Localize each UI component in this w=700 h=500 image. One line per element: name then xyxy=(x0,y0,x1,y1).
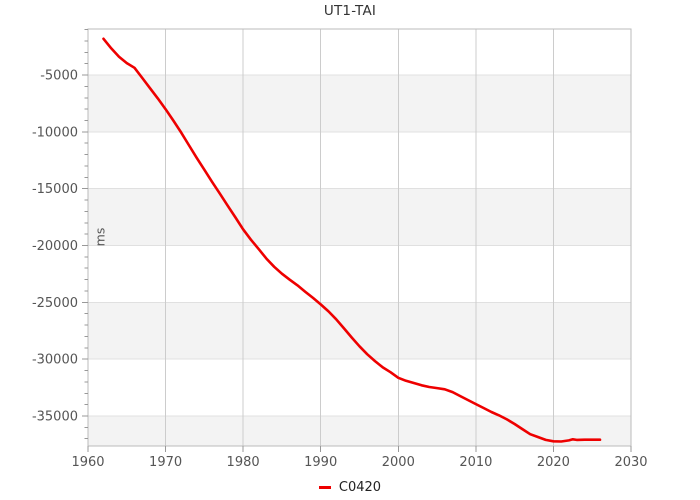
legend-series-label: C0420 xyxy=(338,479,382,495)
plot-band xyxy=(88,416,631,446)
plot-band xyxy=(88,75,631,132)
legend-item-c0420[interactable]: C0420 xyxy=(318,479,382,495)
legend: C0420 xyxy=(0,477,700,497)
x-tick-label: 2010 xyxy=(459,455,492,470)
x-tick-label: 2000 xyxy=(382,455,415,470)
x-tick-label: 1960 xyxy=(71,455,104,470)
data-line-c0420 xyxy=(102,37,602,443)
x-tick-label: 1980 xyxy=(227,455,260,470)
plot-band xyxy=(88,188,631,246)
y-tick-label: -15000 xyxy=(32,182,78,197)
x-tick-label: 2020 xyxy=(537,455,570,470)
y-tick-label: -30000 xyxy=(32,353,78,368)
y-tick-label: -20000 xyxy=(32,239,78,254)
y-tick-label: -25000 xyxy=(32,296,78,311)
x-tick-label: 1970 xyxy=(149,455,182,470)
plot-band xyxy=(88,302,631,360)
chart-title: UT1-TAI xyxy=(323,3,377,19)
plot-border xyxy=(87,28,632,447)
x-tick-label: 1990 xyxy=(304,455,337,470)
y-tick-label: -10000 xyxy=(32,125,78,140)
y-axis-unit-label: ms xyxy=(92,227,108,247)
legend-line-swatch xyxy=(318,485,331,489)
y-tick-label: -5000 xyxy=(40,69,78,84)
y-tick-label: -35000 xyxy=(32,410,78,425)
x-tick-label: 2030 xyxy=(614,455,647,470)
